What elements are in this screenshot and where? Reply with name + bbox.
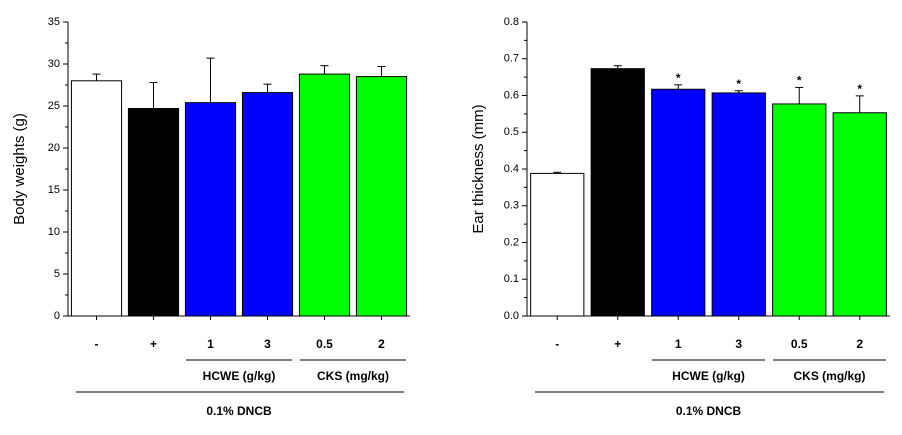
bar: [70, 80, 123, 317]
group-label: HCWE (g/kg): [672, 369, 745, 383]
y-tick-label: 15: [48, 184, 60, 196]
x-tick-label: -: [555, 337, 559, 351]
group-label: CKS (mg/kg): [794, 369, 866, 383]
x-tick-label: 3: [264, 337, 271, 351]
y-tick-label: 0.0: [504, 310, 519, 322]
y-tick-label: 0.7: [504, 53, 519, 65]
y-tick-label: 25: [48, 100, 60, 112]
footer-label: 0.1% DNCB: [676, 404, 742, 418]
bar: [298, 73, 351, 317]
y-tick-label: 0.5: [504, 126, 519, 138]
significance-marker: *: [797, 74, 802, 88]
significance-marker: *: [736, 77, 741, 91]
group-label: HCWE (g/kg): [203, 369, 276, 383]
y-tick-label: 5: [54, 268, 60, 280]
bar: [832, 112, 887, 317]
y-tick-label: 0.4: [504, 163, 519, 175]
x-tick-label: 1: [207, 337, 214, 351]
group-label: CKS (mg/kg): [317, 369, 389, 383]
bar: [184, 102, 237, 317]
y-tick-label: 0.3: [504, 200, 519, 212]
y-tick-label: 0.6: [504, 89, 519, 101]
y-tick-label: 0.8: [504, 16, 519, 28]
y-tick-label: 0.1: [504, 273, 519, 285]
bar: [355, 76, 408, 317]
x-tick-label: 2: [378, 337, 385, 351]
y-tick-label: 30: [48, 58, 60, 70]
bar: [530, 172, 585, 317]
y-tick-label: 35: [48, 16, 60, 28]
y-tick-label: 0.2: [504, 236, 519, 248]
bar: [127, 108, 180, 317]
bar: [590, 68, 645, 317]
x-tick-label: 2: [856, 337, 863, 351]
footer-label: 0.1% DNCB: [206, 404, 272, 418]
bar: [711, 92, 766, 317]
y-axis-label: Ear thickness (mm): [470, 104, 487, 233]
significance-marker: *: [676, 71, 681, 85]
x-tick-label: 0.5: [791, 337, 808, 351]
x-tick-label: +: [150, 337, 157, 351]
x-tick-label: -: [95, 337, 99, 351]
x-tick-label: 1: [675, 337, 682, 351]
bar: [651, 88, 706, 317]
bar: [241, 92, 294, 317]
y-axis-label: Body weights (g): [11, 113, 28, 225]
x-tick-label: +: [614, 337, 621, 351]
y-tick-label: 0: [54, 310, 60, 322]
x-tick-label: 0.5: [316, 337, 333, 351]
y-tick-label: 10: [48, 226, 60, 238]
bar: [772, 103, 827, 317]
y-tick-label: 20: [48, 142, 60, 154]
significance-marker: *: [857, 82, 862, 96]
x-tick-label: 3: [735, 337, 742, 351]
